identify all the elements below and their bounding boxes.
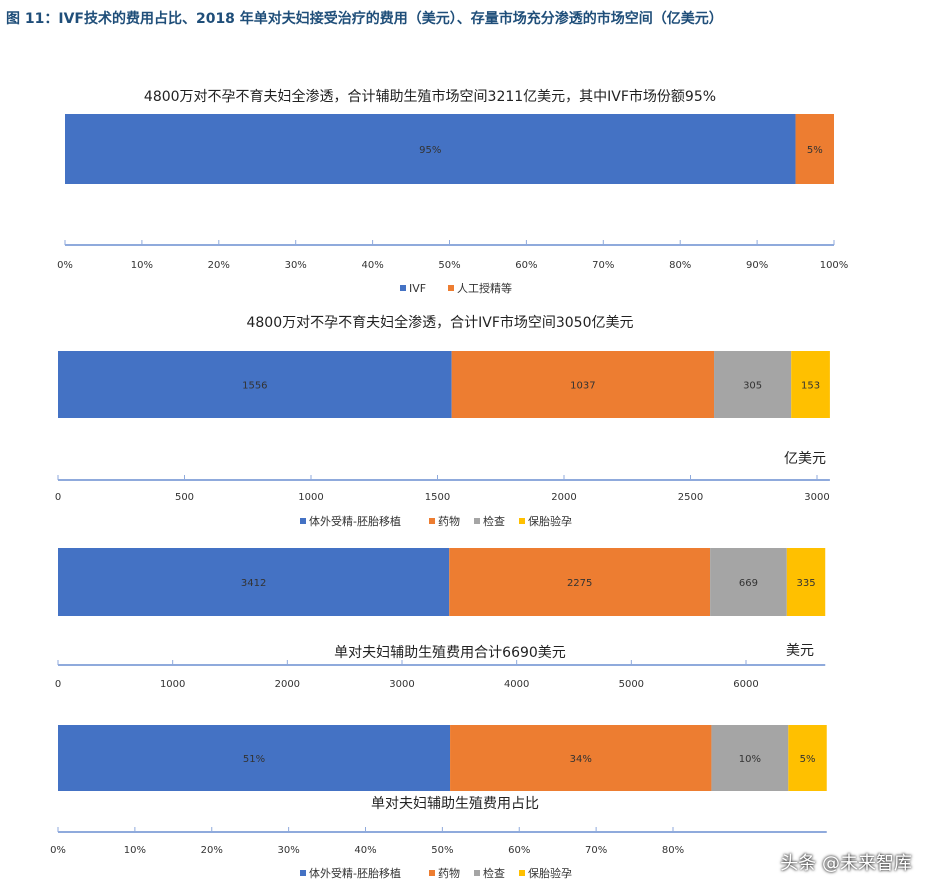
bar-segment [450,725,712,791]
watermark: 头条 @未来智库 [780,853,912,874]
legend-swatch [474,518,480,524]
legend-label: 药物 [438,514,460,528]
bar-segment [791,351,830,418]
x-tick-label: 0 [55,679,61,690]
x-tick-label: 2000 [551,492,576,503]
bar-segment [65,114,796,184]
data-label: 51% [243,754,265,765]
data-label: 335 [796,578,815,589]
x-tick-label: 2000 [275,679,300,690]
x-tick-label: 5000 [619,679,644,690]
data-label: 3412 [241,578,266,589]
bar-segment [58,351,452,418]
legend-label: IVF [409,282,426,295]
figure-title: 图 11：IVF技术的费用占比、2018 年单对夫妇接受治疗的费用（美元）、存量… [6,11,723,27]
x-tick-label: 40% [354,845,376,856]
bar-segment [449,548,711,616]
bar-segment [714,351,792,418]
x-tick-label: 80% [662,845,684,856]
x-tick-label: 3000 [389,679,414,690]
legend-swatch [519,518,525,524]
bar-segment [786,548,826,616]
x-tick-label: 0% [57,260,73,271]
legend-label: 检查 [483,514,505,528]
legend-swatch [448,285,454,291]
bar-segment [795,114,834,184]
legend-label: 药物 [438,866,460,880]
x-tick-label: 70% [585,845,607,856]
x-tick-label: 0% [50,845,66,856]
data-label: 10% [739,754,761,765]
data-label: 5% [807,145,823,156]
x-tick-label: 10% [124,845,146,856]
x-tick-label: 70% [592,260,614,271]
x-tick-label: 500 [175,492,194,503]
x-tick-label: 20% [208,260,230,271]
x-tick-label: 20% [201,845,223,856]
x-tick-label: 1500 [425,492,450,503]
x-tick-label: 40% [361,260,383,271]
x-tick-label: 30% [285,260,307,271]
data-label: 1556 [242,381,267,392]
bar-segment [711,725,789,791]
x-tick-label: 10% [131,260,153,271]
legend-label: 检查 [483,866,505,880]
bar-segment [788,725,827,791]
bar-segment [451,351,715,418]
x-tick-label: 30% [278,845,300,856]
x-tick-label: 1000 [298,492,323,503]
data-label: 1037 [570,381,595,392]
legend-label: 保胎验孕 [528,866,572,880]
legend-swatch [400,285,406,291]
x-tick-label: 90% [746,260,768,271]
x-tick-label: 100% [820,260,849,271]
x-tick-label: 50% [438,260,460,271]
x-tick-label: 1000 [160,679,185,690]
legend-label: 体外受精-胚胎移植 [309,514,401,528]
x-tick-label: 60% [508,845,530,856]
legend-swatch [519,870,525,876]
data-label: 153 [801,381,820,392]
legend-swatch [429,870,435,876]
x-tick-label: 0 [55,492,61,503]
legend-label: 体外受精-胚胎移植 [309,866,401,880]
x-tick-label: 50% [431,845,453,856]
bar-segment [710,548,787,616]
legend-swatch [474,870,480,876]
chart-title: 单对夫妇辅助生殖费用合计6690美元 [334,644,566,661]
legend-swatch [429,518,435,524]
data-label: 95% [419,145,441,156]
bar-segment [58,548,450,616]
chart-title: 4800万对不孕不育夫妇全渗透，合计辅助生殖市场空间3211亿美元，其中IVF市… [144,88,716,105]
unit-label: 亿美元 [784,451,826,467]
legend-label: 保胎验孕 [528,514,572,528]
x-tick-label: 60% [515,260,537,271]
legend-label: 人工授精等 [457,281,512,295]
x-tick-label: 4000 [504,679,529,690]
x-tick-label: 2500 [678,492,703,503]
x-tick-label: 6000 [733,679,758,690]
x-tick-label: 80% [669,260,691,271]
data-label: 5% [800,754,816,765]
data-label: 305 [743,381,762,392]
chart-title: 4800万对不孕不育夫妇全渗透，合计IVF市场空间3050亿美元 [246,314,633,331]
data-label: 34% [570,754,592,765]
data-label: 669 [739,578,758,589]
legend-swatch [300,870,306,876]
x-tick-label: 3000 [804,492,829,503]
data-label: 2275 [567,578,592,589]
chart-title: 单对夫妇辅助生殖费用占比 [371,795,539,812]
unit-label: 美元 [786,643,814,659]
bar-segment [58,725,451,791]
legend-swatch [300,518,306,524]
